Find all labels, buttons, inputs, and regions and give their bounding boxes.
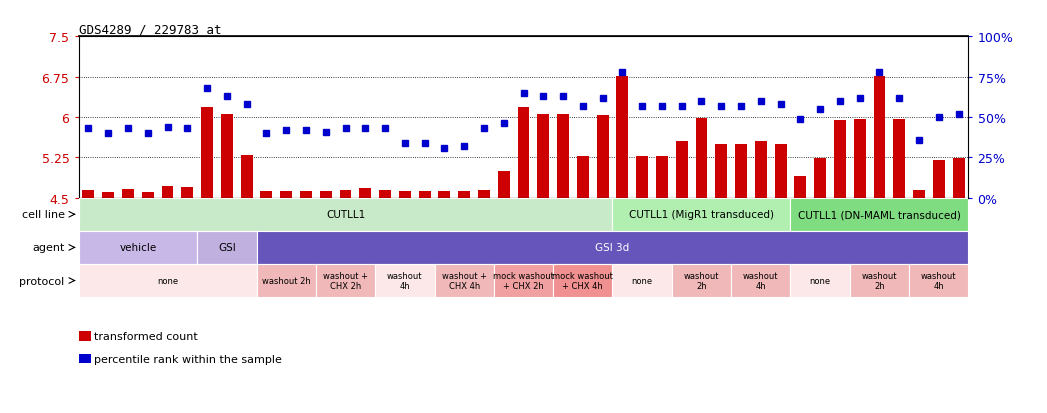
Bar xyxy=(853,120,866,198)
Bar xyxy=(379,190,391,198)
Bar xyxy=(553,264,612,297)
Text: GSI: GSI xyxy=(218,243,236,253)
Bar xyxy=(850,264,909,297)
Bar xyxy=(557,115,569,198)
Text: washout
4h: washout 4h xyxy=(921,271,957,290)
Bar xyxy=(316,264,375,297)
Bar xyxy=(359,189,372,198)
Text: washout 2h: washout 2h xyxy=(262,276,311,285)
Bar xyxy=(181,188,194,198)
Bar xyxy=(79,264,257,297)
Bar xyxy=(775,145,786,198)
Text: none: none xyxy=(631,276,652,285)
Bar xyxy=(909,264,968,297)
Text: agent: agent xyxy=(32,243,65,253)
Bar xyxy=(893,119,906,198)
Bar xyxy=(494,264,553,297)
Text: washout
2h: washout 2h xyxy=(684,271,719,290)
Bar xyxy=(478,190,490,198)
Text: vehicle: vehicle xyxy=(119,243,156,253)
Bar xyxy=(790,264,850,297)
Bar xyxy=(281,191,292,198)
Bar xyxy=(612,198,790,231)
Bar xyxy=(241,155,252,198)
Bar xyxy=(339,190,352,198)
Bar xyxy=(439,192,450,198)
Text: cell line: cell line xyxy=(22,210,65,220)
Bar xyxy=(319,192,332,198)
Bar xyxy=(257,231,968,264)
Text: CUTLL1 (MigR1 transduced): CUTLL1 (MigR1 transduced) xyxy=(629,210,774,220)
Bar xyxy=(597,116,608,198)
Bar xyxy=(873,77,886,198)
Bar xyxy=(790,198,968,231)
Text: none: none xyxy=(157,276,178,285)
Bar xyxy=(459,192,470,198)
Bar xyxy=(617,77,628,198)
Text: washout +
CHX 4h: washout + CHX 4h xyxy=(442,271,487,290)
Text: washout +
CHX 2h: washout + CHX 2h xyxy=(324,271,367,290)
Bar xyxy=(612,264,672,297)
Bar xyxy=(201,108,213,198)
Bar xyxy=(103,193,114,198)
Bar xyxy=(497,171,510,198)
Bar xyxy=(83,190,94,198)
Bar xyxy=(577,157,588,198)
Bar xyxy=(656,157,668,198)
Text: protocol: protocol xyxy=(20,276,65,286)
Bar xyxy=(257,264,316,297)
Bar xyxy=(197,231,257,264)
Text: GSI 3d: GSI 3d xyxy=(596,243,629,253)
Bar xyxy=(399,192,410,198)
Text: washout
2h: washout 2h xyxy=(862,271,897,290)
Bar xyxy=(715,145,728,198)
Text: CUTLL1 (DN-MAML transduced): CUTLL1 (DN-MAML transduced) xyxy=(798,210,961,220)
Text: mock washout
+ CHX 4h: mock washout + CHX 4h xyxy=(553,271,614,290)
Bar xyxy=(141,193,154,198)
Bar xyxy=(122,189,134,198)
Bar xyxy=(672,264,731,297)
Bar xyxy=(913,190,925,198)
Text: washout
4h: washout 4h xyxy=(743,271,779,290)
Bar xyxy=(435,264,494,297)
Bar xyxy=(933,161,944,198)
Text: transformed count: transformed count xyxy=(94,331,198,341)
Bar xyxy=(537,115,550,198)
Bar xyxy=(755,142,766,198)
Bar xyxy=(221,115,232,198)
Bar xyxy=(815,159,826,198)
Text: none: none xyxy=(809,276,830,285)
Text: CUTLL1: CUTLL1 xyxy=(326,210,365,220)
Bar xyxy=(79,231,197,264)
Bar xyxy=(300,191,312,198)
Text: percentile rank within the sample: percentile rank within the sample xyxy=(94,354,282,364)
Bar xyxy=(834,121,846,198)
Bar xyxy=(375,264,435,297)
Bar xyxy=(637,157,648,198)
Text: GDS4289 / 229783_at: GDS4289 / 229783_at xyxy=(79,23,221,36)
Bar xyxy=(675,142,688,198)
Text: mock washout
+ CHX 2h: mock washout + CHX 2h xyxy=(493,271,554,290)
Bar xyxy=(795,177,806,198)
Bar xyxy=(735,145,747,198)
Bar xyxy=(517,108,530,198)
Bar xyxy=(731,264,790,297)
Bar xyxy=(261,192,272,198)
Bar xyxy=(953,159,964,198)
Bar xyxy=(79,198,612,231)
Bar xyxy=(419,191,430,198)
Bar xyxy=(695,119,708,198)
Text: washout
4h: washout 4h xyxy=(387,271,423,290)
Bar xyxy=(161,186,174,198)
